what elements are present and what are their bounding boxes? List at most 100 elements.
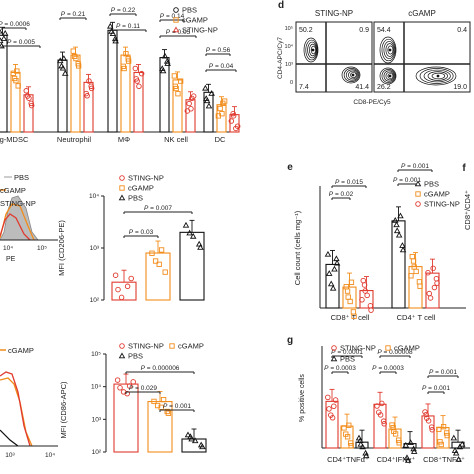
mid-histogram-sting bbox=[0, 213, 31, 241]
top-left-3-0-point-0 bbox=[163, 57, 171, 64]
top-left-1-2-point-3 bbox=[88, 85, 95, 92]
panel-g-0-2-point-0 bbox=[357, 440, 365, 447]
panel-e-0-1-point-1 bbox=[345, 294, 351, 300]
panel-e-1-1-point-2 bbox=[409, 253, 415, 260]
top-left-2-2-point-3 bbox=[134, 78, 140, 84]
panel-g-0-2-point-3 bbox=[359, 443, 366, 450]
bottom-histogram-pbs bbox=[0, 429, 19, 447]
top-left-4-1-point-3 bbox=[215, 113, 221, 119]
top-left-category-4: DC bbox=[215, 135, 226, 144]
panel-g-1-2-point-3 bbox=[410, 448, 418, 454]
panel-g-2-0-point-1 bbox=[428, 424, 435, 430]
cd206-bar-2 bbox=[179, 231, 205, 301]
panel-e-1-0-point-2 bbox=[399, 242, 406, 248]
panel-e-pvalue-3-label-p: P bbox=[393, 177, 398, 184]
panel-g-pvalue-0-label: P = 0.0001 bbox=[331, 349, 363, 356]
panel-d-q1-0: 50.2 bbox=[299, 27, 313, 34]
panel-d-ytick-2: 10³ bbox=[285, 62, 293, 68]
cd206-legend-sting-marker bbox=[119, 175, 125, 181]
cd86-2-point-2 bbox=[184, 431, 192, 438]
top-left-2-2-point-2 bbox=[138, 70, 145, 77]
panel-e-legend-sting-label: STING-NP bbox=[424, 200, 460, 209]
panel-e-1-2-point-5 bbox=[425, 269, 431, 276]
panel-g-pvalue-3-label-p: P bbox=[372, 365, 377, 372]
mid-histogram-legend-1: cGAMP bbox=[0, 186, 26, 195]
panel-d-ytick-3: 0 bbox=[290, 80, 293, 86]
panel-g-pvalue-3-label: P = 0.0003 bbox=[372, 365, 404, 372]
panel-e-1-2-point-3 bbox=[434, 280, 440, 286]
top-left-0-1-point-4 bbox=[13, 78, 19, 84]
panel-g-bar-0-0 bbox=[325, 400, 339, 449]
top-left-category-0: g-MDSC bbox=[0, 135, 29, 144]
cd86-legend-cgamp-marker bbox=[169, 343, 175, 349]
cd86-2-point-3 bbox=[191, 437, 199, 444]
panel-f-ylabel: CD8⁺/CD4⁺ bbox=[463, 190, 472, 230]
top-left-legend-pbs-marker bbox=[173, 7, 179, 13]
panel-d-contour-0-1-1 bbox=[343, 68, 360, 82]
panel-e-1-2-point-1 bbox=[426, 290, 433, 297]
top-left-legend-sting-label: STING-NP bbox=[182, 26, 218, 35]
panel-g-ylabel: % positive cells bbox=[299, 374, 306, 422]
top-left-0-0-point-0 bbox=[0, 28, 3, 34]
top-left-3-0-point-4 bbox=[159, 67, 167, 74]
panel-e-0-0-point-0 bbox=[324, 250, 332, 257]
panel-g-pvalue-2-label-p: P bbox=[377, 349, 382, 356]
panel-d-contour-1-0-1 bbox=[381, 38, 396, 62]
panel-letter-d: d bbox=[278, 0, 284, 11]
panel-d-contour-1-1-4 bbox=[387, 73, 394, 79]
bottom-histogram-tick-1: 10⁴ bbox=[45, 452, 55, 459]
panel-d-q4-1: 19.0 bbox=[453, 84, 467, 91]
cd206-legend-cgamp-label: cGAMP bbox=[128, 184, 154, 193]
panel-g-1-2-point-5 bbox=[402, 441, 410, 448]
top-left-2-2-point-1 bbox=[136, 83, 142, 90]
panel-d-title-0: STING-NP bbox=[315, 9, 353, 18]
panel-g-1-1-point-5 bbox=[390, 425, 396, 431]
panel-g-legend-cgamp-label: cGAMP bbox=[394, 344, 420, 353]
panel-g-legend-cgamp-marker bbox=[385, 345, 391, 351]
panel-g-pvalue-4-label-p: P bbox=[429, 369, 434, 376]
top-left-legend-sting-marker bbox=[172, 26, 180, 33]
top-left-1-1-point-2 bbox=[70, 48, 76, 54]
top-left-bar-0-1 bbox=[10, 71, 21, 133]
mid-histogram-xlabel: PE bbox=[6, 256, 16, 263]
panel-e-1-0-point-1 bbox=[393, 227, 401, 234]
top-left-bar-0-0 bbox=[0, 34, 8, 133]
panel-e-1-1-point-4 bbox=[417, 283, 423, 289]
cd86-legend-cgamp-label: cGAMP bbox=[178, 342, 204, 351]
panel-e-pvalue-2-label: P = 0.001 bbox=[401, 163, 429, 170]
cd86-ylabel: MFI (CD86-APC) bbox=[59, 381, 68, 439]
cd206-2-point-0 bbox=[186, 229, 193, 236]
panel-g-0-0-point-3 bbox=[332, 397, 339, 403]
panel-e-pvalue-0-label-p: P bbox=[335, 179, 340, 186]
top-left-pvalue-3-label-p: P bbox=[111, 7, 116, 14]
panel-e-0-1-point-4 bbox=[347, 298, 353, 305]
cd206-legend-sting-label: STING-NP bbox=[128, 174, 164, 183]
cd86-2-point-5 bbox=[187, 433, 194, 440]
panel-e-category-0: CD8⁺ T cell bbox=[331, 313, 370, 322]
top-left-3-1-point-3 bbox=[173, 85, 179, 92]
panel-d-contour-0-1-0 bbox=[341, 66, 361, 84]
top-left-pvalue-7-label-p: P bbox=[206, 47, 211, 54]
top-left-2-1-point-3 bbox=[125, 58, 132, 64]
cd86-legend-sting-label: STING-NP bbox=[128, 342, 164, 351]
top-left-4-0-point-4 bbox=[202, 84, 209, 91]
panel-e-1-2-point-6 bbox=[431, 284, 438, 291]
top-left-pvalue-8-label: P = 0.04 bbox=[209, 63, 234, 70]
top-left-pvalue-1-label: P = 0.005 bbox=[7, 39, 35, 46]
cd206-0-point-3 bbox=[128, 275, 134, 282]
panel-d-contour-1-2-0 bbox=[415, 66, 457, 86]
panel-d-contour-1-1-3 bbox=[385, 71, 395, 81]
panel-letter-f: f bbox=[462, 163, 466, 174]
top-left-legend-cgamp-marker bbox=[173, 17, 179, 23]
top-left-bar-2-0 bbox=[107, 29, 118, 133]
panel-g-1-0-point-2 bbox=[380, 418, 387, 424]
top-left-pvalue-5-label-p: P bbox=[160, 13, 165, 20]
panel-g-legend-pbs-label: PBS bbox=[340, 355, 355, 364]
cd86-ytick-2: 10⁴ bbox=[91, 384, 101, 391]
panel-d-q3-1: 26.2 bbox=[377, 84, 391, 91]
top-left-3-1-point-1 bbox=[175, 91, 181, 97]
cd206-0-point-2 bbox=[118, 294, 125, 301]
top-left-0-2-point-3 bbox=[26, 95, 32, 101]
panel-d-contour-1-2-1 bbox=[419, 68, 454, 84]
top-left-0-2-point-2 bbox=[23, 88, 30, 94]
